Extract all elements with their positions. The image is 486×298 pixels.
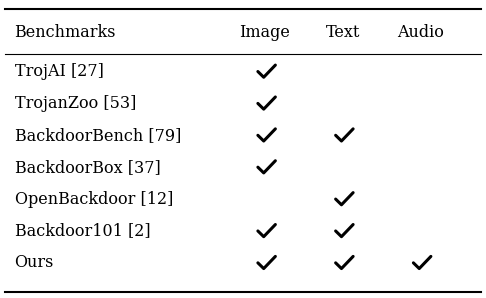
Text: Benchmarks: Benchmarks — [15, 24, 116, 41]
Text: Text: Text — [326, 24, 360, 41]
Text: Audio: Audio — [397, 24, 444, 41]
Text: Backdoor101 [2]: Backdoor101 [2] — [15, 222, 150, 240]
Text: OpenBackdoor [12]: OpenBackdoor [12] — [15, 190, 173, 208]
Text: Image: Image — [240, 24, 290, 41]
Text: TrojAI [27]: TrojAI [27] — [15, 63, 104, 80]
Text: BackdoorBench [79]: BackdoorBench [79] — [15, 127, 181, 144]
Text: Ours: Ours — [15, 254, 54, 271]
Text: TrojanZoo [53]: TrojanZoo [53] — [15, 95, 136, 112]
Text: BackdoorBox [37]: BackdoorBox [37] — [15, 159, 160, 176]
